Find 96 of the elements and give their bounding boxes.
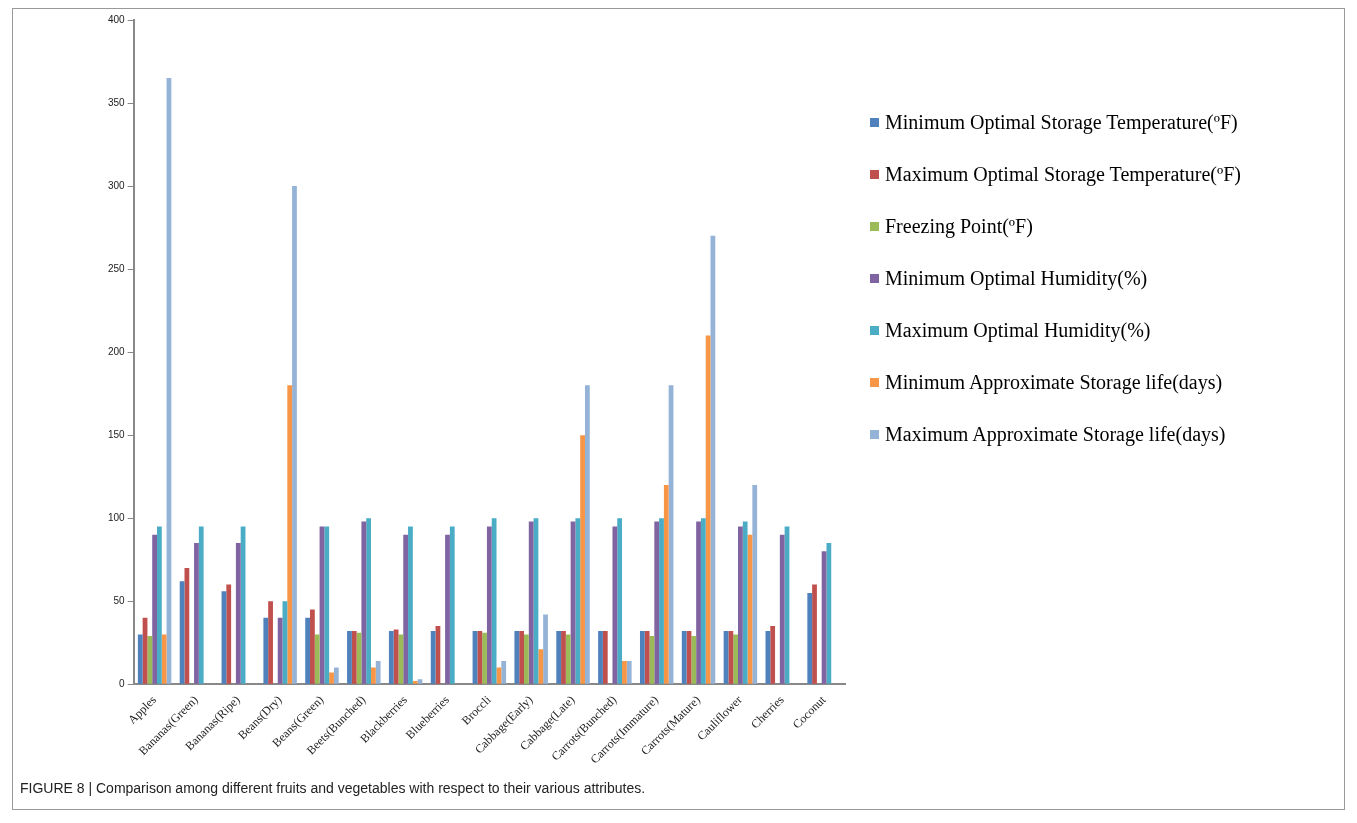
bar xyxy=(612,526,618,684)
legend-label: Maximum Approximate Storage life(days) xyxy=(885,422,1226,446)
legend-label: Minimum Approximate Storage life(days) xyxy=(885,370,1223,394)
bar xyxy=(430,631,436,684)
bar xyxy=(388,631,394,684)
y-tick-label: 300 xyxy=(108,179,126,191)
bar xyxy=(733,634,738,684)
bar xyxy=(445,534,450,684)
bar xyxy=(524,634,529,684)
bar xyxy=(654,521,660,684)
caption: FIGURE 8 | Comparison among different fruits and vegetables with respect to their various attributes. xyxy=(20,780,646,796)
bar xyxy=(147,636,153,684)
bar xyxy=(226,584,232,684)
bar xyxy=(826,543,832,684)
bar xyxy=(681,631,687,684)
bar xyxy=(366,518,371,684)
bar xyxy=(528,521,534,684)
bar xyxy=(598,631,603,684)
y-tick-label: 0 xyxy=(119,677,126,689)
bar xyxy=(728,631,734,684)
bar xyxy=(617,518,623,684)
bar xyxy=(408,526,413,684)
bar xyxy=(486,526,492,684)
bar xyxy=(543,614,548,684)
legend-label: Maximum Optimal Storage Temperature(ºF) xyxy=(885,162,1242,186)
bar xyxy=(449,526,455,684)
bar xyxy=(752,484,758,684)
bar xyxy=(812,584,817,684)
bar xyxy=(403,534,409,684)
y-tick-label: 350 xyxy=(108,96,126,108)
bar xyxy=(375,660,381,684)
bar xyxy=(324,526,330,684)
bar xyxy=(361,521,367,684)
bar xyxy=(314,634,320,684)
legend-label: Minimum Optimal Storage Temperature(ºF) xyxy=(885,110,1238,134)
bar xyxy=(580,435,585,684)
bar xyxy=(398,634,404,684)
bar xyxy=(639,631,645,684)
bar xyxy=(602,631,608,684)
bar xyxy=(779,534,785,684)
bar xyxy=(333,667,339,684)
bar xyxy=(644,631,650,684)
bar xyxy=(538,649,544,684)
bar xyxy=(519,631,525,684)
y-tick-label: 150 xyxy=(108,428,126,440)
y-tick-label: 200 xyxy=(108,345,126,357)
y-tick-label: 400 xyxy=(108,13,126,25)
bar xyxy=(696,521,701,684)
bar xyxy=(575,518,581,684)
bar xyxy=(351,631,357,684)
bar xyxy=(161,634,167,684)
bar xyxy=(235,543,241,684)
bar xyxy=(482,632,487,684)
legend-label: Minimum Optimal Humidity(%) xyxy=(885,266,1148,290)
bar xyxy=(514,631,520,684)
bar xyxy=(561,631,566,684)
bar xyxy=(556,631,562,684)
bar xyxy=(287,385,293,684)
bar xyxy=(310,609,315,684)
bar xyxy=(194,543,199,684)
bar xyxy=(700,518,706,684)
bar xyxy=(663,484,669,684)
bar xyxy=(277,617,283,684)
bar xyxy=(622,660,627,684)
bar xyxy=(412,680,418,684)
y-tick-label: 100 xyxy=(108,511,126,523)
bar xyxy=(626,660,632,684)
bar xyxy=(370,667,376,684)
y-tick-label: 250 xyxy=(108,262,126,274)
bar xyxy=(157,526,162,684)
bar xyxy=(347,631,352,684)
bar xyxy=(738,526,743,684)
bar xyxy=(292,186,297,684)
bar xyxy=(501,660,507,684)
bar xyxy=(584,385,590,684)
legend-label: Freezing Point(ºF) xyxy=(885,214,1033,238)
legend-label: Maximum Optimal Humidity(%) xyxy=(885,318,1151,342)
bar xyxy=(691,636,697,684)
bar xyxy=(742,521,748,684)
bar xyxy=(417,679,423,684)
bar xyxy=(705,335,711,684)
bar xyxy=(152,534,157,684)
bar xyxy=(268,601,273,684)
bar xyxy=(477,631,483,684)
bar xyxy=(184,567,190,684)
bar xyxy=(807,592,813,684)
bar xyxy=(659,518,664,684)
bar xyxy=(491,518,497,684)
bar xyxy=(137,634,143,684)
bar xyxy=(263,617,269,684)
bar xyxy=(565,634,571,684)
bar xyxy=(305,617,311,684)
y-tick-label: 50 xyxy=(113,594,126,606)
bar xyxy=(198,526,204,684)
bar xyxy=(329,672,334,684)
bar xyxy=(770,626,776,684)
